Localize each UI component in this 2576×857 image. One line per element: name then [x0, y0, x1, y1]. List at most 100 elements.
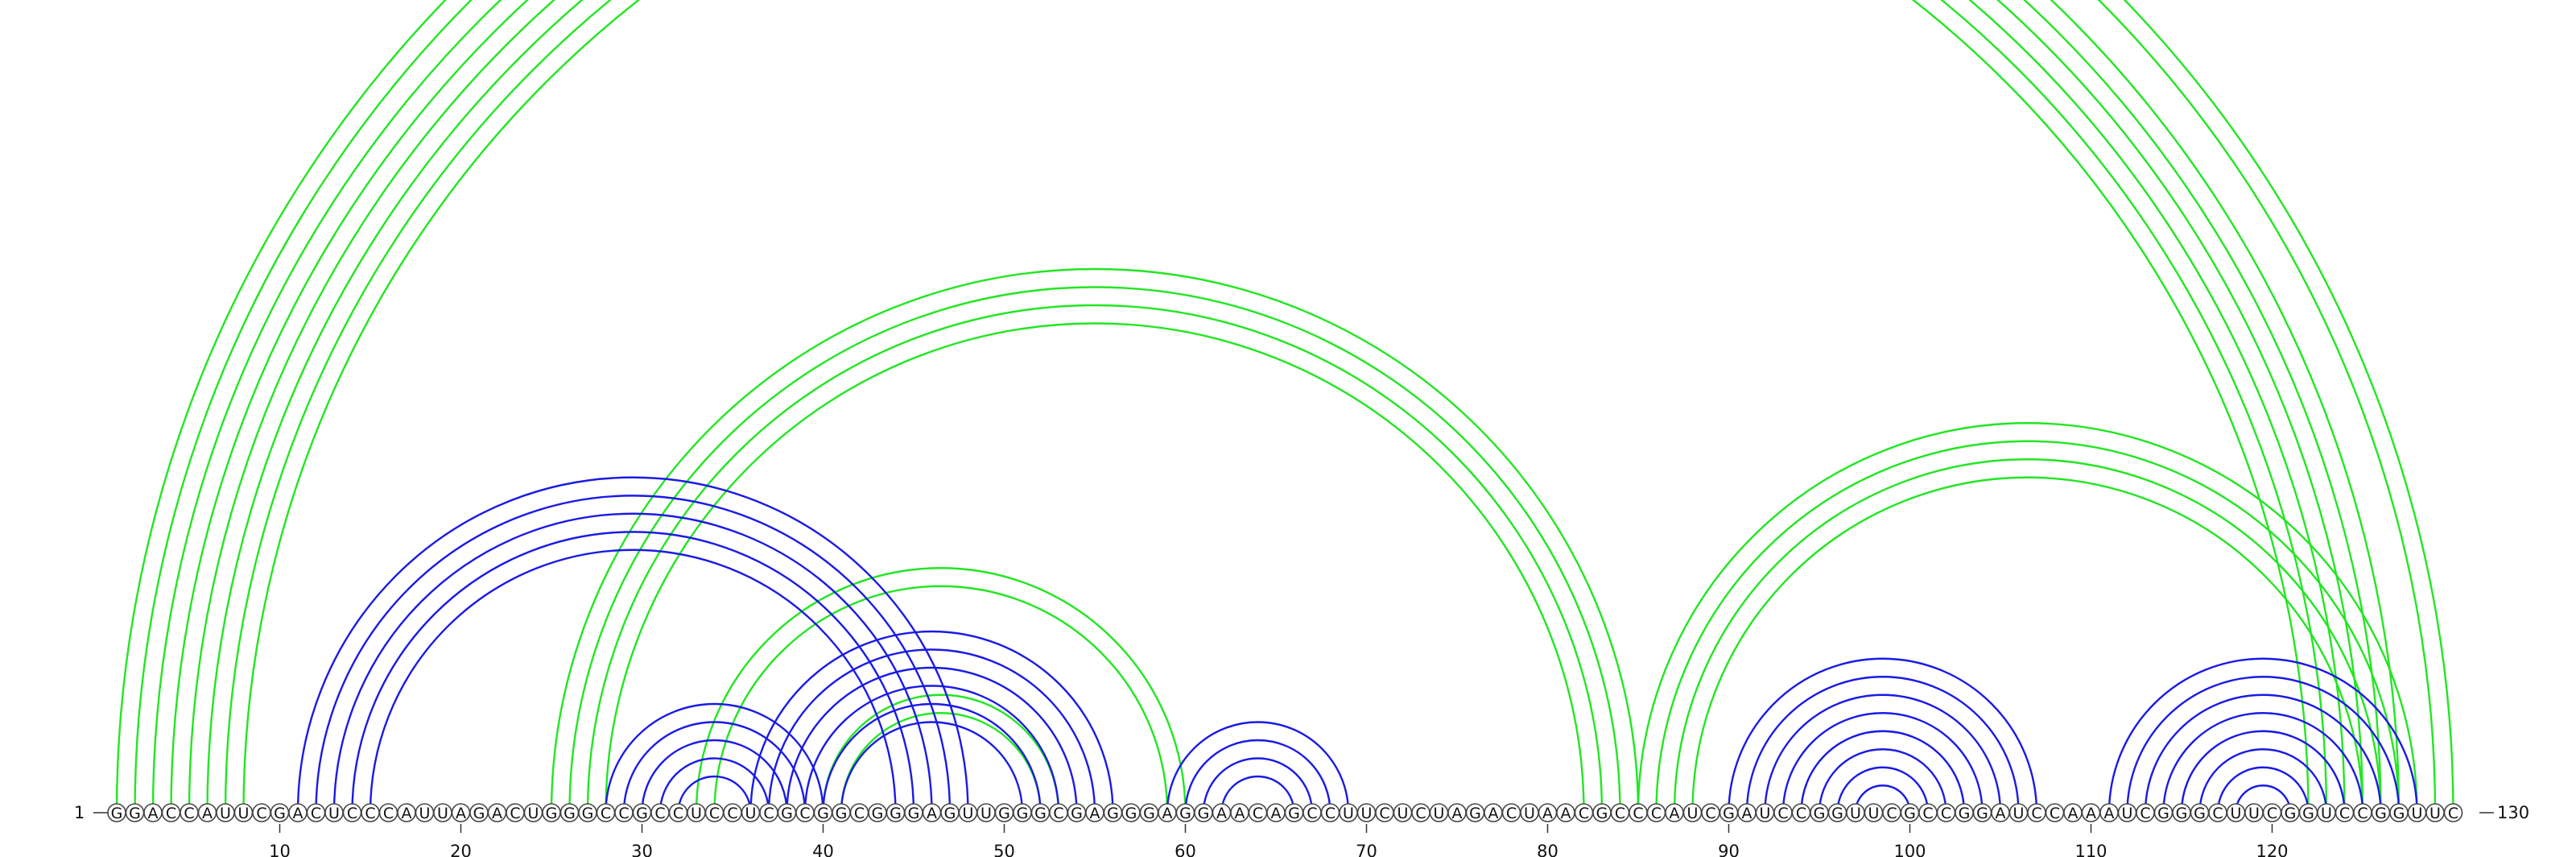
- nucleotide-98: U: [1864, 803, 1884, 822]
- nucleotide-letter: G: [1723, 805, 1735, 822]
- nucleotide-41: G: [832, 803, 851, 822]
- nucleotide-letter: C: [1796, 805, 1806, 822]
- nucleotide-letter: G: [872, 805, 884, 822]
- nucleotide-69: U: [1339, 803, 1358, 822]
- blue-arc-111-128: [2107, 657, 2418, 814]
- blue-arc-12-47: [315, 495, 952, 814]
- nucleotide-99: C: [1882, 803, 1901, 822]
- nucleotide-128: U: [2407, 803, 2427, 822]
- green-arc-2-129: [134, 0, 2437, 814]
- nucleotide-26: G: [559, 803, 580, 822]
- nucleotide-24: U: [523, 803, 543, 822]
- nucleotide-130: C: [2443, 803, 2463, 822]
- nucleotide-letter: C: [2357, 805, 2368, 822]
- tick-label-30: 30: [631, 842, 653, 857]
- nucleotide-51: G: [1013, 803, 1032, 822]
- tick-label-100: 100: [1893, 842, 1926, 857]
- blue-arc-14-45: [351, 531, 915, 814]
- tick-label-40: 40: [812, 842, 834, 857]
- nucleotide-letter: C: [1777, 805, 1788, 822]
- nucleotide-letter: A: [1670, 805, 1680, 822]
- green-arc-25-85: [550, 267, 1640, 814]
- nucleotide-53: C: [1049, 803, 1068, 822]
- tick-label-50: 50: [993, 842, 1015, 857]
- nucleotide-letter: U: [1687, 805, 1699, 822]
- nucleotide-93: C: [1773, 803, 1793, 822]
- nucleotide-letter: U: [745, 805, 757, 822]
- blue-arc-15-44: [369, 549, 897, 814]
- nucleotide-47: G: [940, 803, 960, 822]
- nucleotide-83: G: [1592, 803, 1612, 822]
- blue-arc-92-105: [1764, 693, 2002, 814]
- blue-arc-30-38: [641, 739, 788, 814]
- nucleotide-85: C: [1629, 803, 1648, 822]
- nucleotide-letter: G: [908, 805, 920, 822]
- green-arc-28-82: [605, 322, 1585, 814]
- nucleotide-letter: C: [365, 805, 375, 822]
- nucleotide-62: A: [1212, 803, 1232, 822]
- nucleotide-letter: C: [1705, 805, 1715, 822]
- blue-arc-116-123: [2198, 748, 2328, 814]
- green-arc-5-125: [188, 0, 2364, 814]
- nucleotide-letter: C: [2448, 805, 2458, 822]
- nucleotide-30: G: [632, 803, 652, 822]
- nucleotide-112: U: [2117, 803, 2137, 822]
- nucleotide-114: G: [2153, 803, 2174, 822]
- nucleotide-letter: U: [2321, 805, 2332, 822]
- tick-label-110: 110: [2074, 842, 2107, 857]
- blue-arc-90-107: [1728, 657, 2038, 814]
- green-arc-88-125: [1691, 476, 2364, 814]
- nucleotide-127: G: [2389, 803, 2409, 822]
- nucleotide-3: A: [143, 803, 163, 822]
- nucleotide-92: U: [1755, 803, 1775, 822]
- nucleotide-letter: A: [402, 805, 412, 822]
- nucleotide-letter: C: [184, 805, 194, 822]
- nucleotide-68: C: [1320, 803, 1340, 822]
- nucleotide-7: U: [216, 803, 235, 822]
- nucleotide-109: A: [2063, 803, 2083, 822]
- nucleotide-letter: C: [727, 805, 737, 822]
- nucleotide-2: G: [125, 803, 145, 822]
- nucleotide-letter: U: [2231, 805, 2242, 822]
- nucleotide-letter: C: [1506, 805, 1517, 822]
- nucleotide-letter: C: [1886, 805, 1897, 822]
- nucleotide-letter: U: [528, 805, 539, 822]
- nucleotide-letter: C: [799, 805, 810, 822]
- nucleotide-48: U: [958, 803, 978, 822]
- blue-arc-11-48: [296, 476, 969, 814]
- nucleotide-15: C: [361, 803, 380, 822]
- blue-arc-59-69: [1166, 721, 1350, 814]
- nucleotide-84: C: [1610, 803, 1630, 822]
- blue-arc-37-55: [767, 648, 1096, 814]
- nucleotide-letter: C: [1053, 805, 1063, 822]
- nucleotide-letter: G: [1198, 805, 1210, 822]
- nucleotide-letter: U: [1524, 805, 1535, 822]
- nucleotide-letter: G: [582, 805, 594, 822]
- nucleotide-letter: U: [328, 805, 340, 822]
- blue-arc-41-51: [840, 721, 1024, 814]
- nucleotide-letter: G: [274, 805, 286, 822]
- nucleotide-63: A: [1230, 803, 1249, 822]
- nucleotide-76: G: [1465, 803, 1485, 822]
- nucleotide-letter: C: [311, 805, 321, 822]
- nucleotide-letter: C: [2050, 805, 2060, 822]
- nucleotide-56: G: [1103, 803, 1123, 822]
- nucleotide-49: U: [976, 803, 996, 822]
- nucleotide-79: U: [1520, 803, 1539, 822]
- nucleotide-letter: C: [1379, 805, 1389, 822]
- nucleotide-letter: C: [854, 805, 865, 822]
- nucleotide-10: G: [270, 803, 290, 822]
- nucleotide-102: C: [1936, 803, 1956, 822]
- nucleotide-letter: G: [636, 805, 648, 822]
- nucleotide-104: G: [1972, 803, 1992, 822]
- green-arc-6-124: [206, 0, 2346, 814]
- nucleotide-letter: G: [1976, 805, 1988, 822]
- nucleotide-22: A: [487, 803, 507, 822]
- nucleotide-letter: C: [1307, 805, 1317, 822]
- nucleotide-59: A: [1158, 803, 1177, 822]
- blue-arc-38-54: [786, 666, 1078, 814]
- nucleotide-113: C: [2136, 803, 2155, 822]
- nucleotide-letter: G: [2285, 805, 2297, 822]
